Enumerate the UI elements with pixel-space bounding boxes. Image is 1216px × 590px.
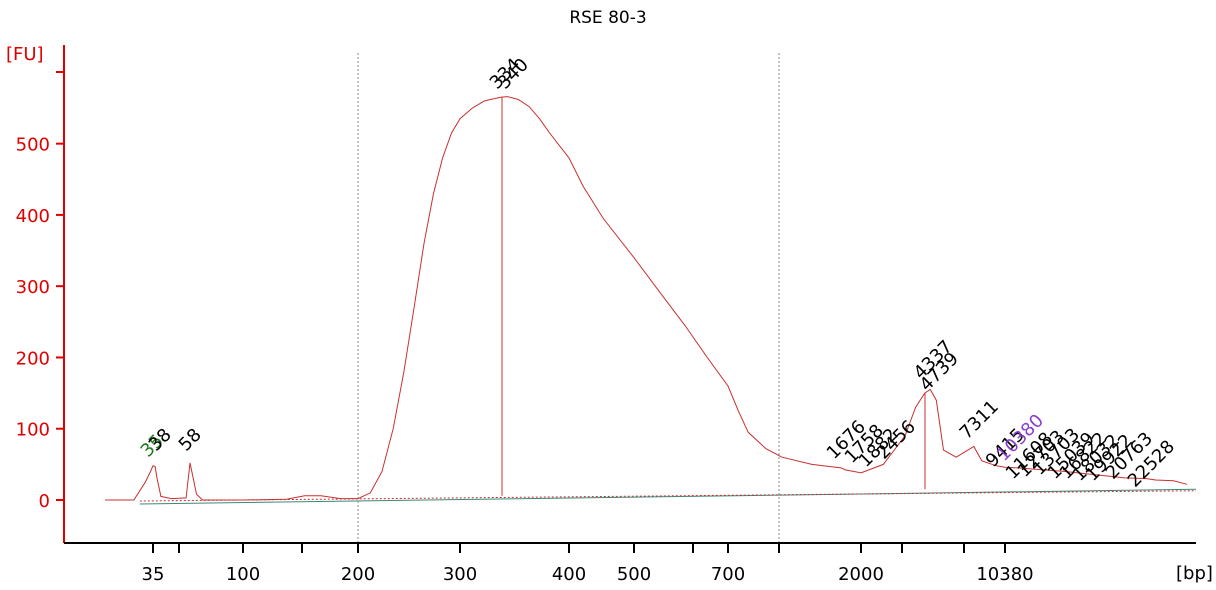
- x-tick-label: 300: [443, 564, 477, 585]
- trace-line: [105, 96, 1188, 501]
- x-axis-label: [bp]: [1176, 563, 1213, 584]
- peak-labels: 3538583343401676175818822456433747397311…: [137, 54, 1179, 491]
- x-tick-label: 500: [617, 564, 651, 585]
- y-tick-label: 0: [39, 491, 50, 512]
- x-tick-label: 100: [226, 564, 260, 585]
- y-tick-label: 200: [16, 348, 50, 369]
- baseline-line: [139, 488, 1197, 505]
- x-tick-label: 10380: [976, 564, 1033, 585]
- baseline-dotted: [139, 490, 1197, 502]
- chart-title: RSE 80-3: [569, 8, 647, 28]
- y-tick-label: 100: [16, 420, 50, 441]
- trace: [105, 96, 1188, 501]
- x-tick-label: 400: [552, 564, 586, 585]
- y-tick-label: 400: [16, 206, 50, 227]
- peak-label: 58: [175, 424, 206, 455]
- y-tick-label: 300: [16, 277, 50, 298]
- axes: 0 100 200 300 400 500 35 100 200 300 400 500 700 2000…: [16, 45, 1196, 585]
- y-tick-label: 500: [16, 135, 50, 156]
- grid-lines: [357, 53, 780, 543]
- y-axis-label: [FU]: [6, 44, 44, 65]
- baseline: [139, 488, 1197, 505]
- peak-label: 7311: [956, 396, 1003, 443]
- x-tick-label: 35: [142, 564, 165, 585]
- x-tick-label: 700: [711, 564, 745, 585]
- x-tick-label: 2000: [838, 564, 884, 585]
- x-tick-label: 200: [341, 564, 375, 585]
